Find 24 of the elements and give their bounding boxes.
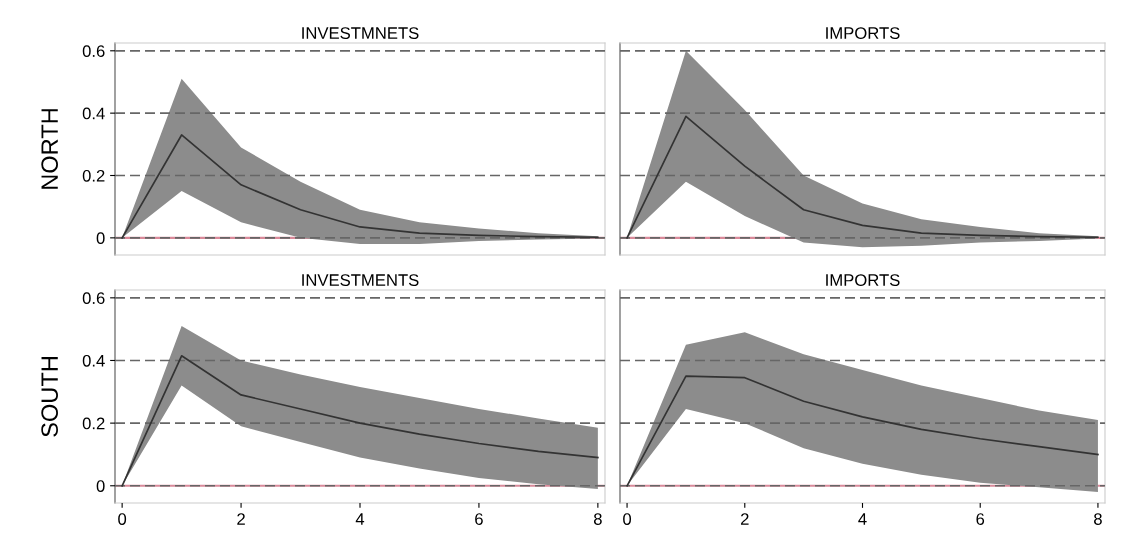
y-axis-title: NORTH [41,109,58,189]
x-tick-label: 4 [355,513,365,525]
y-tick-label: 0 [96,480,105,492]
y-tick-label: 0.2 [82,169,105,182]
y-tick-label: 0.2 [82,417,105,430]
x-tick-label: 6 [475,513,483,525]
x-tick-label: 6 [976,513,985,525]
x-tick-label: 2 [740,513,749,525]
y-tick-label: 0.6 [82,292,105,305]
y-axis-title: SOUTH [41,357,58,437]
x-tick-label: 0 [118,513,127,525]
y-tick-label: 0.6 [82,45,105,57]
y-tick-label: 0 [96,232,105,245]
chart-title: IMPORTS [826,27,900,39]
chart-title: INVESTMENTS [302,274,419,286]
x-tick-label: 8 [593,513,602,525]
x-tick-label: 4 [858,513,867,525]
x-tick-label: 0 [623,513,632,525]
chart-title: IMPORTS [826,274,900,286]
chart-title: INVESTMNETS [302,27,419,39]
y-tick-label: 0.4 [82,354,105,367]
x-tick-label: 2 [237,513,245,525]
x-tick-label: 8 [1094,513,1102,525]
y-tick-label: 0.4 [82,107,105,120]
